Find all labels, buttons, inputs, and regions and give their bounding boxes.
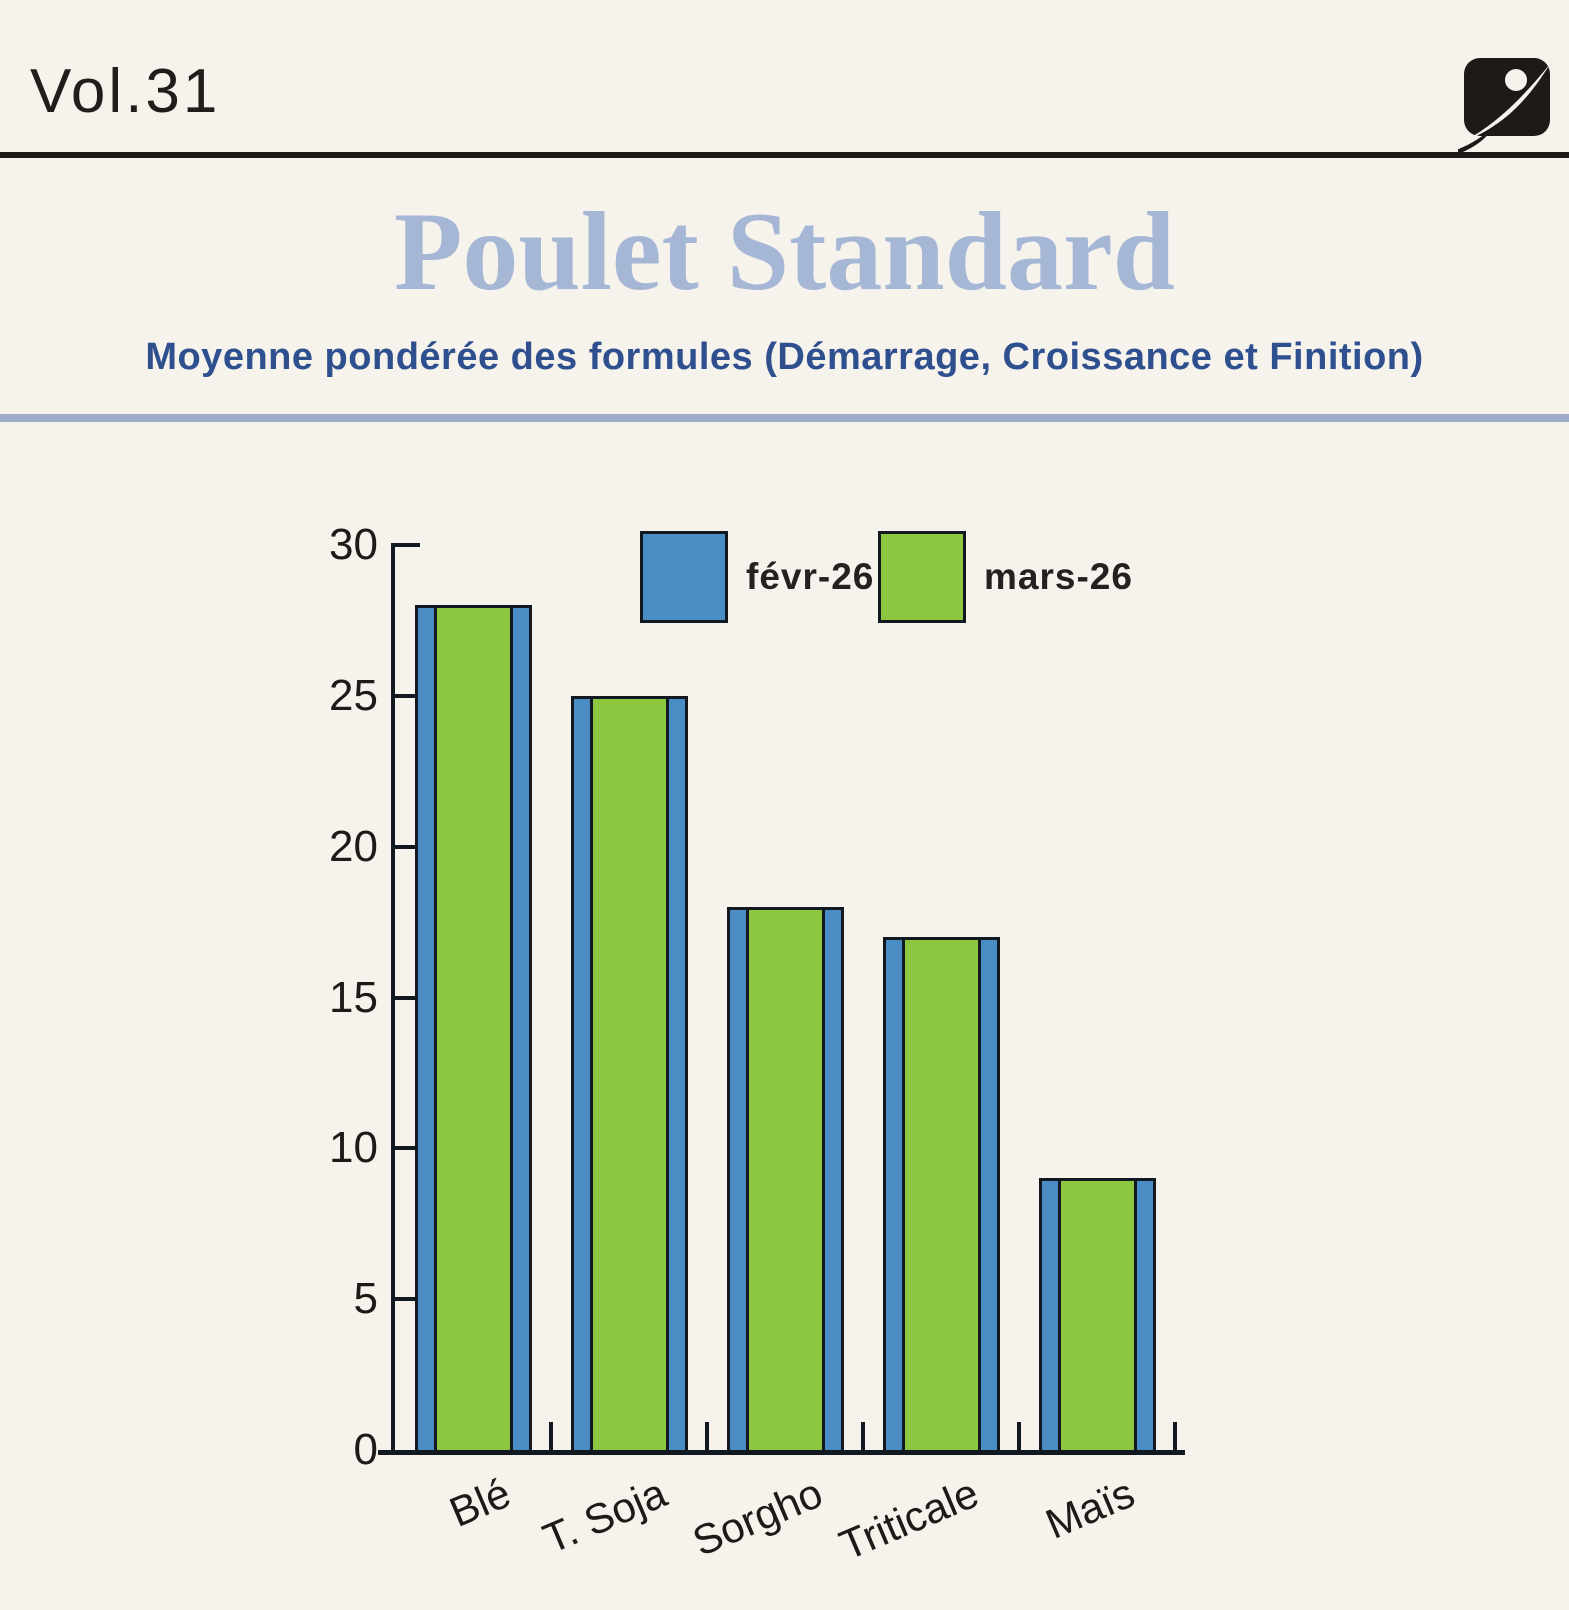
y-axis-tick-label: 5: [353, 1274, 378, 1324]
legend-item-1: mars-26: [878, 531, 1133, 623]
y-axis-tick-label: 25: [329, 670, 378, 720]
y-axis-line: [391, 543, 395, 1455]
x-tick: [705, 1422, 709, 1450]
volume-label: Vol.31: [30, 57, 221, 126]
y-tick: [394, 844, 420, 849]
x-tick: [861, 1422, 865, 1450]
page-title: Poulet Standard: [394, 190, 1175, 314]
x-tick: [549, 1422, 553, 1450]
y-tick: [394, 543, 420, 547]
x-tick: [1017, 1422, 1021, 1450]
top-divider: [0, 152, 1569, 158]
bar-series-front-1: [590, 696, 669, 1452]
legend-label: mars-26: [984, 556, 1133, 597]
y-axis-tick-label: 20: [329, 821, 378, 871]
y-axis-tick-label: 0: [353, 1425, 378, 1474]
legend-swatch-icon: [640, 531, 728, 623]
bar-series-front-0: [434, 605, 513, 1452]
legend-swatch-icon: [878, 531, 966, 623]
y-tick: [394, 1297, 420, 1302]
legend-item-0: févr-26: [640, 531, 874, 623]
y-tick: [394, 1146, 420, 1151]
page-subtitle: Moyenne pondérée des formules (Démarrage…: [145, 336, 1424, 378]
bar-series-front-4: [1058, 1178, 1137, 1452]
legend-label: févr-26: [746, 556, 875, 597]
bar-series-front-2: [746, 907, 825, 1452]
x-tick: [1173, 1422, 1177, 1450]
y-tick: [394, 995, 420, 1000]
x-axis-line: [378, 1450, 1185, 1455]
y-tick: [394, 693, 420, 698]
y-axis-tick-label: 10: [329, 1123, 378, 1173]
brand-logo-icon: [1458, 58, 1550, 154]
y-axis-tick-label: 30: [329, 520, 378, 569]
y-axis-tick-label: 15: [329, 972, 378, 1022]
subtitle-divider: [0, 414, 1569, 422]
bar-series-front-3: [902, 937, 981, 1452]
